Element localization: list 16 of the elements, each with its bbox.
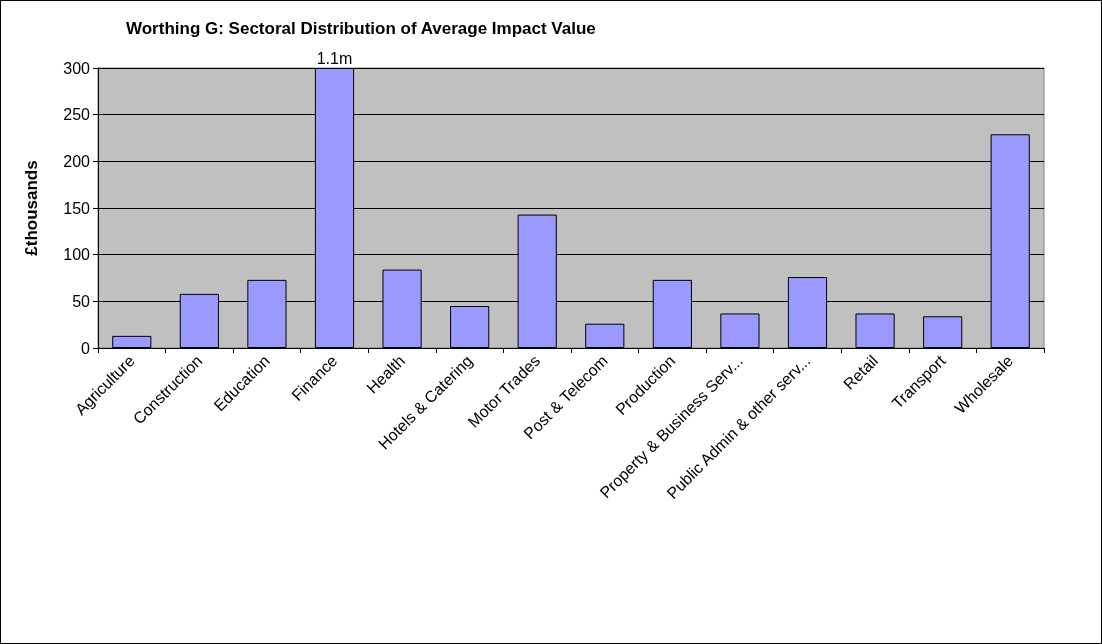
y-tick-label: 150	[63, 199, 91, 217]
bar	[923, 316, 963, 348]
annotation: 1.1m	[316, 49, 353, 67]
y-tick-label: 0	[81, 339, 91, 357]
y-tick-label: 200	[63, 152, 91, 170]
bar	[720, 313, 760, 348]
chart-title: Worthing G: Sectoral Distribution of Average Impact Value	[126, 19, 596, 38]
y-tick-label: 50	[72, 292, 91, 310]
bar	[112, 335, 152, 348]
y-tick-label: 300	[63, 59, 91, 77]
bar	[855, 313, 895, 348]
y-tick-label: 100	[63, 246, 91, 264]
y-tick-label: 250	[63, 106, 91, 124]
bar	[585, 323, 625, 348]
bar	[450, 306, 490, 348]
y-axis-title: £thousands	[22, 160, 41, 256]
